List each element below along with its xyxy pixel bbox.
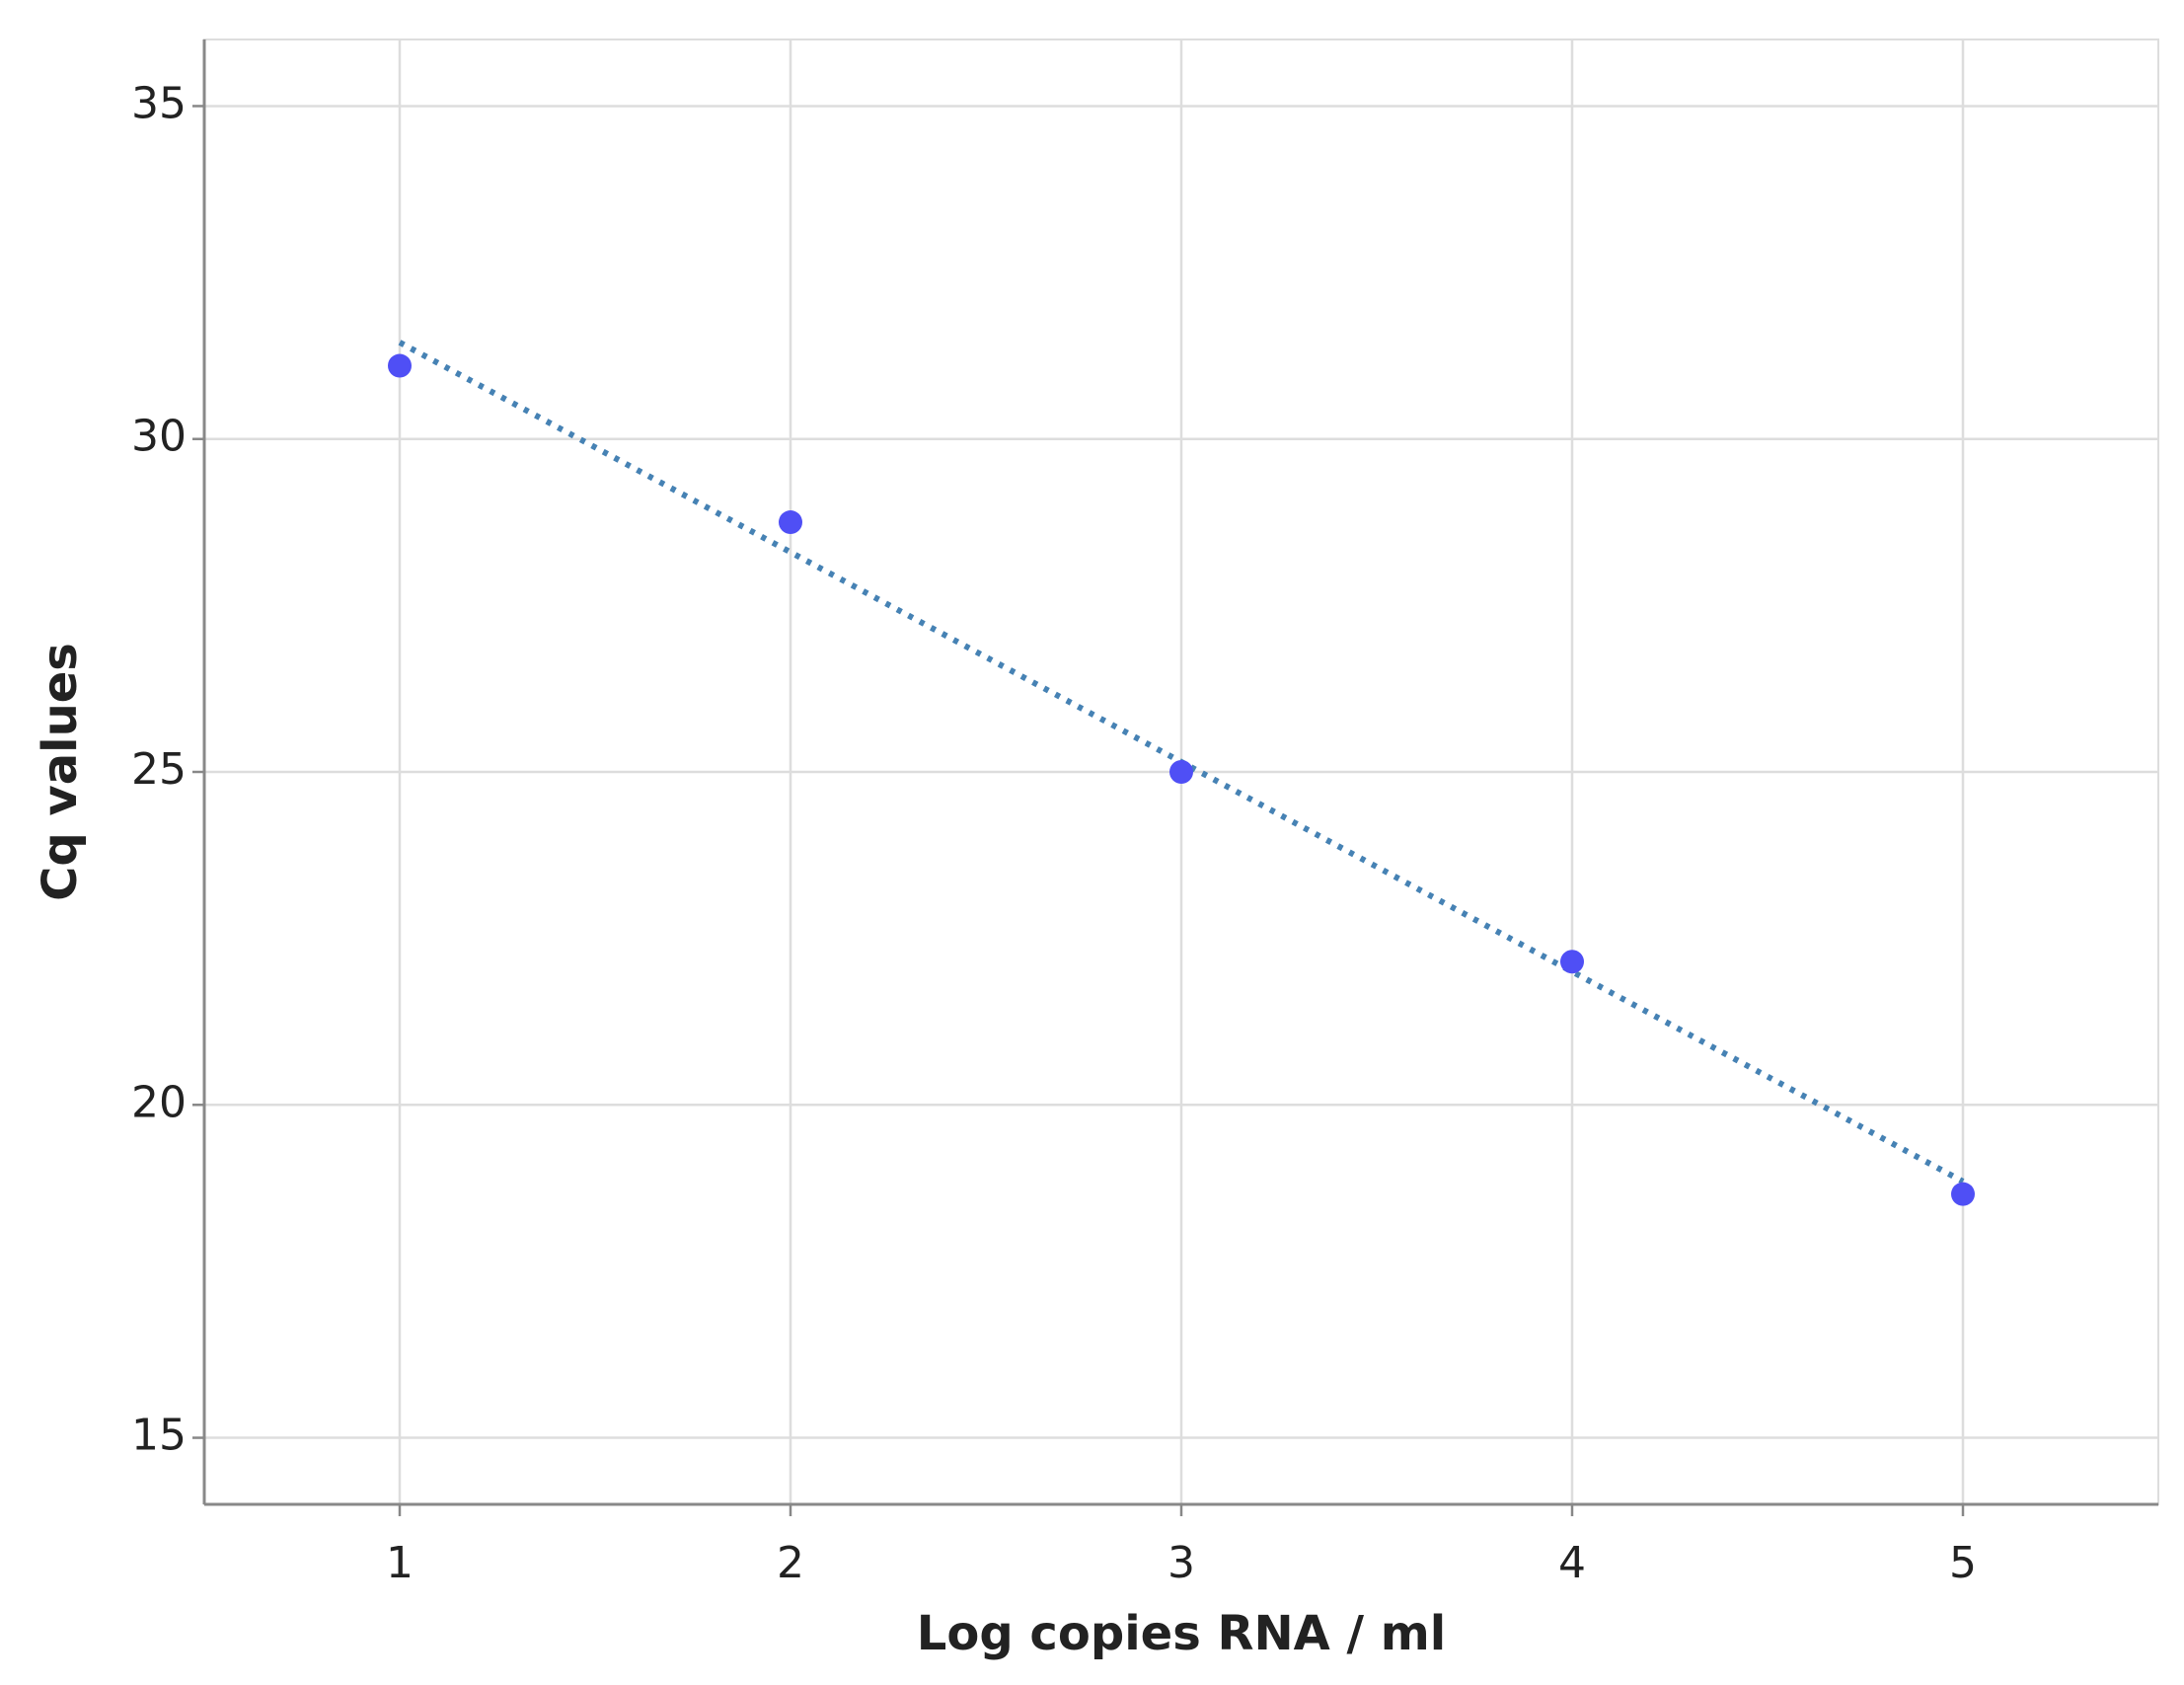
x-tick-label: 3 — [1167, 1538, 1195, 1588]
y-tick-label: 20 — [131, 1077, 187, 1127]
x-tick-label: 1 — [386, 1538, 414, 1588]
y-tick-label: 25 — [131, 744, 187, 795]
x-tick-label: 2 — [777, 1538, 804, 1588]
y-tick-label: 15 — [131, 1411, 187, 1461]
point — [779, 510, 802, 535]
x-axis-title: Log copies RNA / ml — [917, 1606, 1446, 1661]
y-tick-label: 30 — [131, 412, 187, 462]
point — [388, 353, 412, 378]
point — [1169, 760, 1193, 784]
x-tick-label: 4 — [1558, 1538, 1586, 1588]
point — [1560, 950, 1584, 974]
x-tick-label: 5 — [1949, 1538, 1977, 1588]
point — [1951, 1182, 1975, 1206]
y-tick-label: 35 — [131, 78, 187, 128]
y-axis-title: Cq values — [33, 643, 88, 901]
